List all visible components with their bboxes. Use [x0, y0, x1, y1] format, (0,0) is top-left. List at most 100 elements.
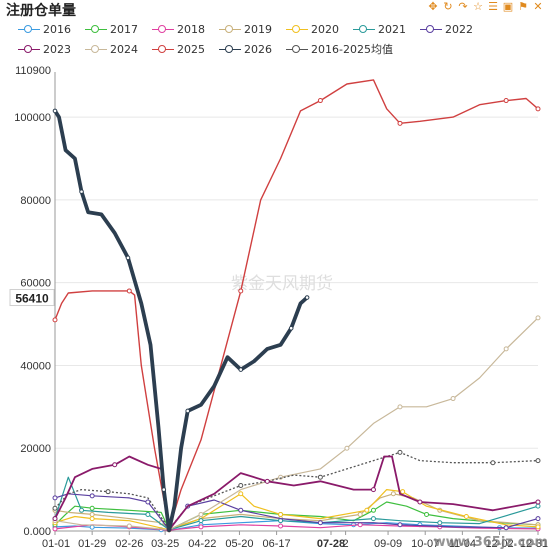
current-value-label: 56410 [15, 292, 49, 306]
legend-item[interactable]: 2023 [18, 40, 71, 58]
legend-item[interactable]: 2021 [353, 20, 406, 38]
series-line [54, 455, 539, 531]
series-point [490, 460, 496, 466]
series-point [503, 525, 509, 531]
series-point [317, 98, 323, 104]
legend-label: 2025 [177, 42, 205, 56]
series-line [54, 493, 539, 531]
legend-label: 2019 [244, 22, 272, 36]
series-point [535, 503, 541, 509]
legend-swatch [219, 44, 241, 54]
current-value-box [9, 289, 55, 307]
series-point [397, 404, 403, 410]
series-point [304, 295, 310, 300]
legend-label: 2021 [378, 22, 406, 36]
x-tick-label: 11-04 [449, 538, 476, 549]
series-point [278, 511, 284, 517]
list-icon[interactable]: ☰ [488, 0, 498, 13]
series-point [198, 518, 204, 524]
series-point [264, 478, 270, 484]
series-point [126, 288, 132, 294]
series-point [397, 120, 403, 126]
x-tick-label: 06-17 [263, 538, 291, 549]
legend-item[interactable]: 2020 [286, 20, 339, 38]
series-point [364, 507, 370, 513]
series-line [54, 317, 539, 531]
series-point [185, 408, 190, 414]
series-point [535, 499, 541, 505]
series-point [370, 507, 376, 513]
series-point [437, 520, 443, 526]
x-tick-label: 09-09 [374, 538, 402, 549]
series-point [238, 367, 244, 372]
series-point [317, 520, 323, 526]
y-tick-label: 20000 [20, 443, 51, 455]
series-point [112, 462, 118, 468]
y-tick-label: 60000 [20, 278, 51, 290]
x-tick-label: 01-29 [78, 538, 106, 549]
y-tick-label: 40000 [20, 360, 51, 372]
y-tick-label: 100000 [14, 112, 51, 124]
corner-watermark: www.365jz.com [434, 535, 548, 549]
legend-label: 2016 [43, 22, 71, 36]
series-point [89, 493, 95, 499]
series-point [344, 445, 350, 451]
legend-label: 2017 [110, 22, 138, 36]
series-point [198, 524, 204, 530]
series-point [535, 315, 541, 321]
series-point [79, 507, 85, 513]
series-point [535, 524, 541, 530]
legend-swatch [85, 24, 107, 34]
series-point [535, 106, 541, 112]
series-point [397, 522, 403, 528]
series-point [370, 487, 376, 493]
bell-icon[interactable]: ⚑ [518, 0, 528, 13]
toolbar: ✥ ↻ ↷ ☆ ☰ ▣ ⚑ ✕ [427, 1, 544, 13]
x-tick-label: 05-20 [225, 538, 253, 549]
image-icon[interactable]: ▣ [502, 0, 514, 13]
legend-swatch [18, 24, 40, 34]
legend-item[interactable]: 2019 [219, 20, 272, 38]
move-icon[interactable]: ✥ [428, 0, 438, 13]
series-line [53, 109, 309, 533]
x-tick-label: 02-26 [115, 538, 143, 549]
legend-label: 2026 [244, 42, 272, 56]
legend-label: 2023 [43, 42, 71, 56]
legend-item[interactable]: 2018 [152, 20, 205, 38]
series-point [238, 288, 244, 294]
redo-icon[interactable]: ↷ [458, 0, 468, 13]
series-point [52, 495, 58, 501]
series-point [450, 396, 456, 402]
legend-item[interactable]: 2026 [219, 40, 272, 58]
legend-swatch [18, 44, 40, 54]
close-icon[interactable]: ✕ [533, 0, 543, 13]
legend-item[interactable]: 2025 [152, 40, 205, 58]
legend-item[interactable]: 2016 [18, 20, 71, 38]
series-point [161, 487, 167, 492]
series-point [89, 516, 95, 522]
series-point [503, 346, 509, 352]
legend-item[interactable]: 2017 [85, 20, 138, 38]
series-point [125, 255, 131, 261]
series-point [535, 458, 541, 464]
refresh-icon[interactable]: ↻ [443, 0, 453, 13]
series-point [503, 98, 509, 104]
legend-label: 2024 [110, 42, 138, 56]
series-point [238, 507, 244, 513]
legend-item[interactable]: 2016-2025均值 [286, 40, 393, 58]
legend-item[interactable]: 2024 [85, 40, 138, 58]
legend-swatch [219, 24, 241, 34]
series-point [238, 491, 244, 497]
series-point [357, 511, 363, 517]
legend-swatch [286, 44, 308, 54]
legend-item[interactable]: 2022 [420, 20, 473, 38]
series-point [126, 523, 132, 529]
legend-label: 2020 [311, 22, 339, 36]
star-icon[interactable]: ☆ [473, 0, 483, 13]
series-point [198, 511, 204, 517]
legend-label: 2022 [445, 22, 473, 36]
series-point [89, 524, 95, 530]
series-point [89, 511, 95, 517]
series-point [278, 523, 284, 529]
legend-swatch [152, 24, 174, 34]
